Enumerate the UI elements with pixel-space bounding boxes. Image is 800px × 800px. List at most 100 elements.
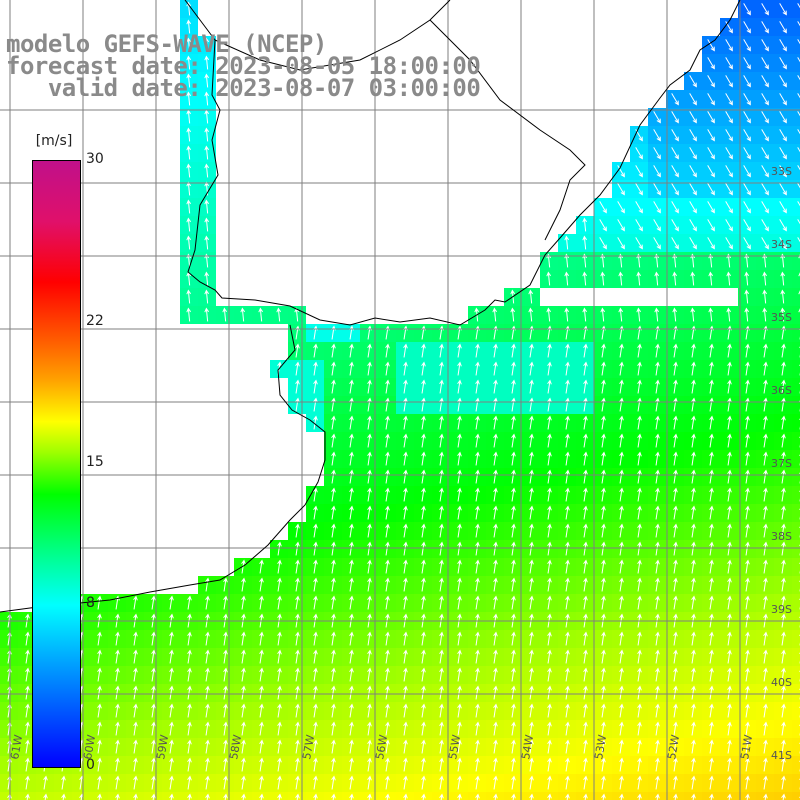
wind-arrow <box>475 577 480 592</box>
wind-arrow <box>205 595 210 610</box>
longitude-label: 60W <box>81 734 98 761</box>
wind-arrow <box>475 775 480 790</box>
wind-arrow <box>223 649 228 664</box>
wind-arrow <box>655 487 660 502</box>
wind-arrow <box>403 361 408 376</box>
wind-arrow <box>565 775 570 790</box>
wind-arrow <box>97 739 102 754</box>
wind-arrow <box>475 487 480 502</box>
wind-arrow <box>565 469 570 484</box>
wind-arrow <box>781 685 786 700</box>
wind-arrow <box>385 415 390 430</box>
wind-arrow <box>583 397 588 412</box>
wind-arrow <box>439 649 444 664</box>
wind-arrow <box>511 451 516 466</box>
wind-arrow <box>259 703 264 718</box>
wind-arrow <box>709 361 714 376</box>
wind-arrow <box>187 793 192 800</box>
wind-arrow <box>564 271 570 286</box>
wind-arrow <box>295 379 300 394</box>
wind-arrow <box>781 379 786 394</box>
wind-arrow <box>385 343 390 358</box>
wind-arrow <box>565 667 570 682</box>
wind-arrow <box>583 433 588 448</box>
wind-arrow <box>547 541 552 556</box>
wind-arrow <box>635 147 643 160</box>
wind-arrow <box>259 631 264 646</box>
wind-arrow <box>671 129 679 142</box>
wind-arrow <box>763 649 768 664</box>
wind-arrow <box>403 595 408 610</box>
wind-arrow <box>277 739 282 754</box>
wind-arrow <box>493 631 498 646</box>
wind-arrow <box>475 757 480 772</box>
wind-arrow <box>367 361 372 376</box>
wind-arrow <box>313 757 318 772</box>
wind-arrow <box>367 469 372 484</box>
wind-arrow <box>707 219 715 232</box>
wind-arrow <box>421 559 426 574</box>
wind-arrow <box>601 361 606 376</box>
wind-arrow <box>601 721 606 736</box>
wind-arrow <box>25 703 30 718</box>
wind-arrow <box>295 343 300 358</box>
wind-arrow <box>709 595 714 610</box>
wind-arrow <box>421 343 426 358</box>
wind-cell <box>792 630 800 648</box>
wind-arrow <box>439 577 444 592</box>
wind-cell <box>792 126 800 144</box>
latitude-label: 38S <box>771 530 792 543</box>
wind-arrow <box>779 165 787 178</box>
wind-arrow <box>601 379 606 394</box>
wind-arrow <box>673 703 678 718</box>
wind-arrow <box>349 649 354 664</box>
wind-arrow <box>637 775 642 790</box>
wind-arrow <box>493 343 498 358</box>
wind-arrow <box>565 397 570 412</box>
wind-arrow <box>743 147 751 160</box>
wind-arrow <box>619 685 624 700</box>
wind-arrow <box>331 775 336 790</box>
wind-arrow <box>186 307 192 322</box>
wind-arrow <box>186 163 192 178</box>
wind-arrow <box>133 721 138 736</box>
wind-arrow <box>691 595 696 610</box>
wind-arrow <box>277 757 282 772</box>
coastline <box>0 0 741 613</box>
wind-arrow <box>187 703 192 718</box>
wind-arrow <box>204 199 210 214</box>
wind-arrow <box>583 595 588 610</box>
wind-arrow <box>655 649 660 664</box>
wind-arrow <box>403 757 408 772</box>
wind-arrow <box>780 253 786 268</box>
wind-arrow <box>655 631 660 646</box>
wind-arrow <box>439 505 444 520</box>
wind-arrow <box>583 361 588 376</box>
wind-arrow <box>637 433 642 448</box>
wind-arrow <box>673 523 678 538</box>
wind-arrow <box>529 451 534 466</box>
wind-arrow <box>653 201 661 214</box>
wind-arrow <box>673 667 678 682</box>
wind-arrow <box>204 55 210 70</box>
wind-arrow <box>547 415 552 430</box>
wind-arrow <box>583 451 588 466</box>
wind-arrow <box>403 397 408 412</box>
wind-arrow <box>763 451 768 466</box>
wind-arrow <box>619 595 624 610</box>
wind-arrow <box>295 541 300 556</box>
wind-arrow <box>583 649 588 664</box>
wind-arrow <box>204 217 210 232</box>
wind-arrow <box>511 415 516 430</box>
wind-arrow <box>619 469 624 484</box>
longitude-label: 61W <box>8 734 25 761</box>
wind-arrow <box>403 775 408 790</box>
wind-arrow <box>186 91 192 106</box>
wind-arrow <box>655 595 660 610</box>
wind-arrow <box>187 649 192 664</box>
wind-arrow <box>25 739 30 754</box>
wind-arrow <box>493 433 498 448</box>
wind-arrow <box>349 721 354 736</box>
latitude-label: 33S <box>771 165 792 178</box>
